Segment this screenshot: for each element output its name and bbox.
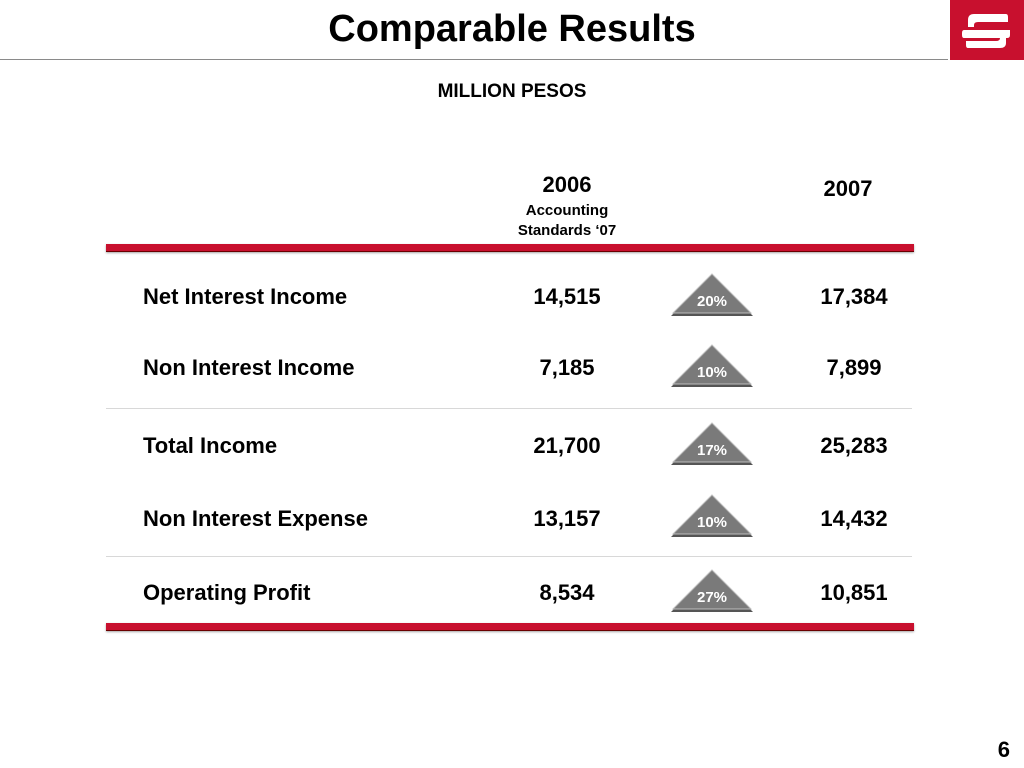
subtotal-divider — [106, 556, 912, 557]
title-divider — [0, 59, 948, 60]
value-2007-non-interest-expense: 14,432 — [820, 506, 888, 531]
value-2006-non-interest-income: 7,185 — [539, 355, 595, 380]
column-header-2006-note-line1: Accounting — [525, 202, 609, 219]
value-2006-operating-profit: 8,534 — [539, 580, 595, 605]
growth-percent: 10% — [696, 514, 728, 531]
table-top-rule — [106, 244, 914, 252]
up-triangle-badge-icon — [671, 344, 753, 387]
table-bottom-rule — [106, 623, 914, 631]
growth-percent: 10% — [696, 364, 728, 381]
growth-badge-non-interest-expense: 10% — [668, 494, 756, 540]
column-header-2006: 2006 — [542, 172, 592, 197]
value-2007-total-income: 25,283 — [820, 433, 888, 458]
growth-badge-operating-profit: 27% — [668, 569, 756, 615]
value-2007-non-interest-income: 7,899 — [826, 355, 882, 380]
row-label-operating-profit: Operating Profit — [143, 580, 311, 605]
growth-badge-non-interest-income: 10% — [668, 344, 756, 390]
value-2007-operating-profit: 10,851 — [820, 580, 888, 605]
subtotal-divider — [106, 408, 912, 409]
bank-logo-icon — [950, 0, 1024, 60]
up-triangle-badge-icon — [671, 569, 753, 612]
growth-percent: 20% — [696, 293, 728, 310]
up-triangle-badge-icon — [671, 273, 753, 316]
row-label-non-interest-income: Non Interest Income — [143, 355, 355, 380]
value-2007-net-interest-income: 17,384 — [820, 284, 888, 309]
growth-percent: 17% — [696, 442, 728, 459]
column-header-2007: 2007 — [823, 176, 873, 201]
page-number: 6 — [997, 737, 1010, 762]
growth-badge-total-income: 17% — [668, 422, 756, 468]
column-header-2006-note: Accounting Standards ‘07 — [487, 201, 647, 241]
growth-percent: 27% — [696, 589, 728, 606]
row-label-non-interest-expense: Non Interest Expense — [143, 506, 368, 531]
value-2006-total-income: 21,700 — [533, 433, 601, 458]
up-triangle-badge-icon — [671, 422, 753, 465]
row-label-net-interest-income: Net Interest Income — [143, 284, 348, 309]
column-header-2006-note-line2: Standards ‘07 — [517, 222, 617, 239]
growth-badge-net-interest-income: 20% — [668, 273, 756, 319]
page-title: Comparable Results — [328, 8, 696, 50]
units-subtitle: MILLION PESOS — [437, 81, 587, 102]
up-triangle-badge-icon — [671, 494, 753, 537]
row-label-total-income: Total Income — [143, 433, 278, 458]
value-2006-net-interest-income: 14,515 — [533, 284, 601, 309]
value-2006-non-interest-expense: 13,157 — [533, 506, 601, 531]
